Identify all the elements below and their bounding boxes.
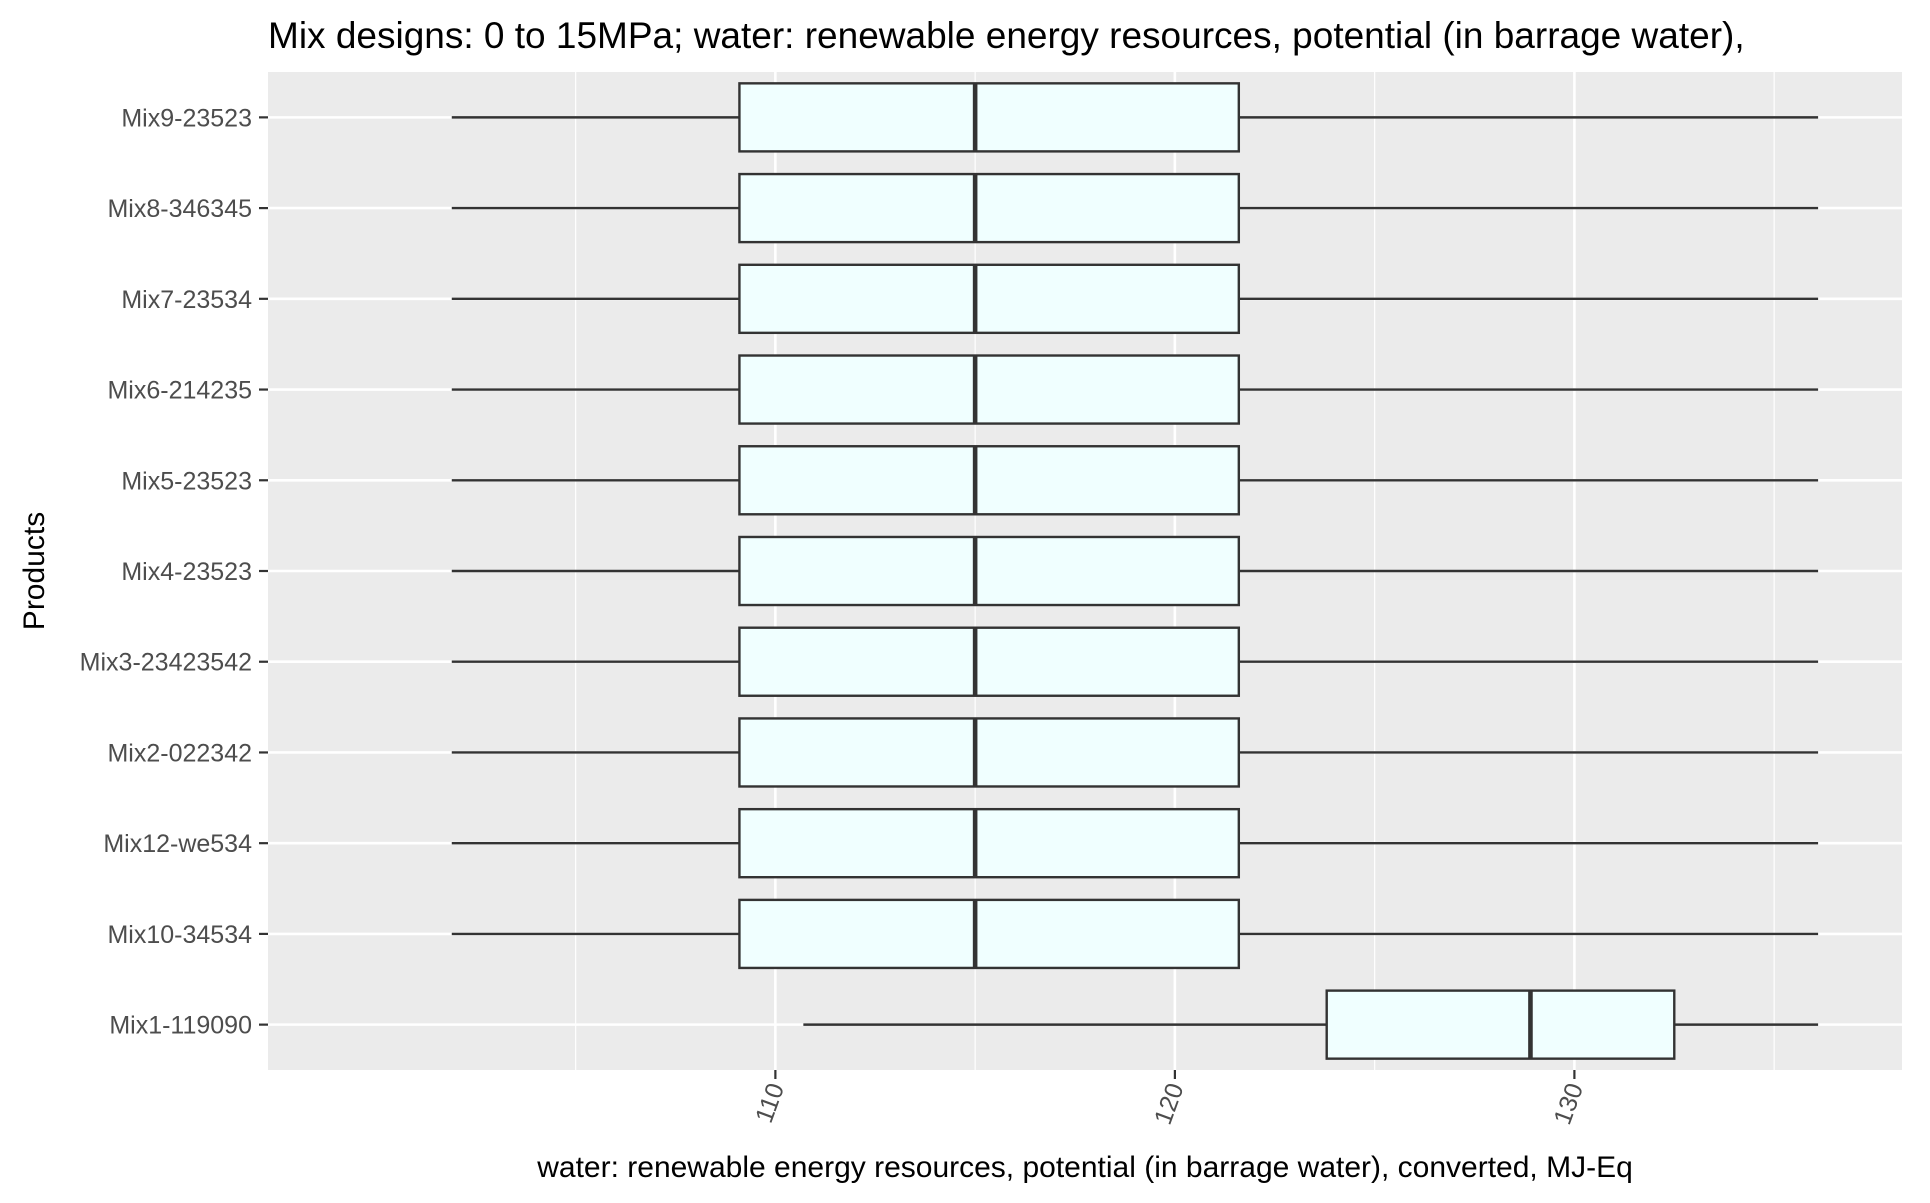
interquartile-box	[738, 82, 1241, 153]
y-tick-label: Mix10-34534	[107, 921, 252, 949]
y-tick-label: Mix6-214235	[107, 377, 252, 405]
interquartile-box	[738, 445, 1241, 516]
box-Mix3-23423542	[451, 626, 1819, 697]
y-tick-label: Mix5-23523	[121, 467, 252, 495]
box-Mix1-119090	[803, 989, 1819, 1060]
interquartile-box	[738, 172, 1241, 244]
y-tick-label: Mix3-23423542	[80, 649, 252, 677]
box-Mix6-214235	[451, 354, 1819, 425]
y-axis-title: Products	[18, 512, 51, 630]
interquartile-box	[738, 717, 1241, 788]
y-tick-label: Mix9-23523	[121, 104, 252, 132]
x-tick-label: 130	[1548, 1079, 1589, 1128]
box-Mix10-34534	[451, 898, 1819, 970]
interquartile-box	[738, 263, 1241, 335]
y-tick-label: Mix2-022342	[107, 739, 252, 767]
interquartile-box	[1325, 989, 1676, 1060]
box-Mix12-we534	[451, 807, 1819, 879]
chart-title: Mix designs: 0 to 15MPa; water: renewabl…	[268, 15, 1745, 56]
interquartile-box	[738, 626, 1241, 697]
box-Mix5-23523	[451, 445, 1819, 516]
box-Mix7-23534	[451, 263, 1819, 335]
y-tick-label: Mix8-346345	[107, 195, 252, 223]
y-tick-label: Mix4-23523	[121, 558, 252, 586]
y-tick-label: Mix12-we534	[103, 830, 252, 858]
box-Mix4-23523	[451, 535, 1819, 607]
x-axis: 110 120 130	[750, 1070, 1589, 1128]
box-Mix9-23523	[451, 82, 1819, 153]
interquartile-box	[738, 535, 1241, 607]
x-tick-label: 120	[1149, 1079, 1190, 1128]
y-tick-label: Mix7-23534	[121, 286, 252, 314]
y-axis: Mix1-119090 Mix10-34534 Mix12-we534 Mix2-02…	[80, 104, 268, 1040]
x-tick-label: 110	[750, 1079, 790, 1126]
y-tick-label: Mix1-119090	[109, 1012, 252, 1040]
box-series	[451, 82, 1819, 1060]
interquartile-box	[738, 898, 1241, 970]
interquartile-box	[738, 807, 1241, 879]
box-Mix8-346345	[451, 172, 1819, 244]
x-axis-title: water: renewable energy resources, poten…	[536, 1151, 1633, 1184]
interquartile-box	[738, 354, 1241, 425]
box-Mix2-022342	[451, 717, 1819, 788]
